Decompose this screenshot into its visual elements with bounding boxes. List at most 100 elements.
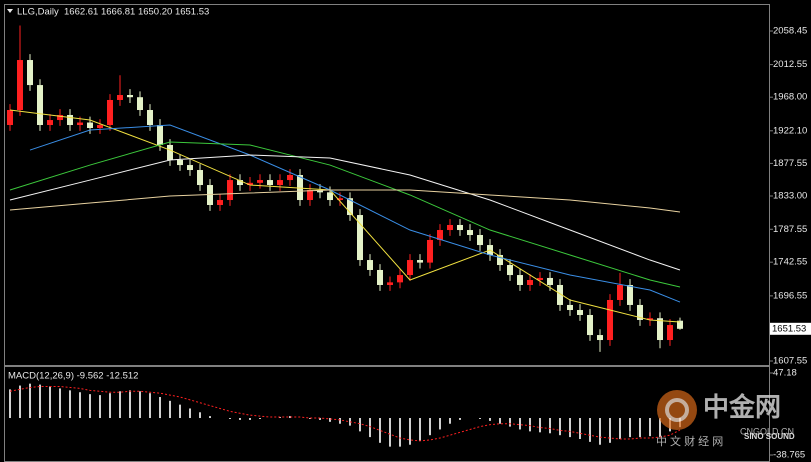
candle-body [457,224,463,231]
macd-bar [369,418,371,438]
moving-average [9,154,681,271]
moving-average [9,141,681,288]
y-tick-label: 1922.10 [773,125,807,136]
macd-bar [209,416,211,419]
macd-bar [69,390,71,419]
candle-body [427,239,433,263]
candle-body [47,120,53,126]
candle-body [547,277,553,285]
candle-body [617,284,623,300]
candle-body [167,144,173,160]
macd-bar [239,418,241,420]
candle-body [577,310,583,315]
candle-body [127,95,133,98]
macd-bar [119,391,121,419]
candle-body [107,99,113,126]
candle-body [607,299,613,341]
candle-body [27,60,33,86]
candle-body [527,280,533,285]
candle-body [367,260,373,270]
macd-bar [619,418,621,440]
candle-body [137,97,143,111]
candle-body [647,318,653,320]
candle-body [117,95,123,100]
macd-bar [499,418,501,424]
candle-body [187,165,193,171]
y-tick-label: -38.765 [773,450,805,461]
candle-body [177,159,183,166]
y-tick-label: 2012.55 [773,59,807,70]
macd-bar [639,418,641,438]
moving-average [9,189,681,213]
candle-body [317,190,323,193]
macd-bar [609,418,611,443]
macd-bar [159,397,161,419]
macd-bar [29,383,31,419]
candle-body [537,277,543,281]
y-tick-label: 2058.45 [773,26,807,37]
macd-bar [189,408,191,419]
chart-title: LLG,Daily [17,7,59,18]
macd-bar [449,418,451,424]
macd-bar [9,389,11,419]
macd-bar [559,418,561,436]
menu-triangle[interactable] [7,9,13,13]
watermark-logo [657,390,697,430]
candle-body [227,180,233,201]
candle-body [357,215,363,261]
candle-body [397,275,403,283]
candle-body [297,174,303,201]
candle-body [87,122,93,129]
y-tick-label: 1607.55 [773,356,807,367]
macd-bar [569,418,571,438]
candle-body [97,125,103,129]
macd-bar [429,418,431,436]
watermark-logo-text: 中金网 [703,392,781,422]
macd-bar [99,395,101,419]
candle-body [57,114,63,121]
watermark-logo-swirl [665,398,689,422]
macd-bar [139,391,141,419]
candle-body [377,269,383,285]
candle-body [407,260,413,276]
macd-bar [649,418,651,437]
candle-body [347,198,353,216]
candle-body [257,180,263,183]
y-tick-label: 1696.55 [773,290,807,301]
macd-bar [259,418,261,419]
candle-body [467,230,473,236]
macd-bar [659,418,661,438]
macd-bar [109,393,111,419]
candle-body [207,185,213,206]
macd-bar [39,384,41,419]
macd-bar [549,418,551,434]
candle-body [327,192,333,201]
candle-body [557,284,563,305]
macd-bar [509,418,511,427]
candle-body [77,122,83,126]
macd-bar [289,416,291,419]
main-panel-frame [4,4,770,366]
macd-bar [629,418,631,438]
candle-body [517,275,523,285]
macd-bar [339,418,341,424]
y-tick-label: 1877.55 [773,158,807,169]
macd-bar [129,390,131,419]
candle-body [657,318,663,341]
candle-body [477,235,483,246]
candle-body [247,182,253,186]
candle-body [677,320,683,329]
macd-bar [519,418,521,430]
watermark-brand: SINO SOUND [744,432,795,441]
macd-bar [59,388,61,419]
moving-average [9,109,681,323]
candle-body [17,60,23,111]
y-tick-label: 1968.00 [773,92,807,103]
candle-body [637,304,643,320]
candle-body [337,198,343,201]
candle-body [507,265,513,276]
macd-bar [49,386,51,419]
candle-body [157,125,163,145]
signal-line [9,386,681,442]
